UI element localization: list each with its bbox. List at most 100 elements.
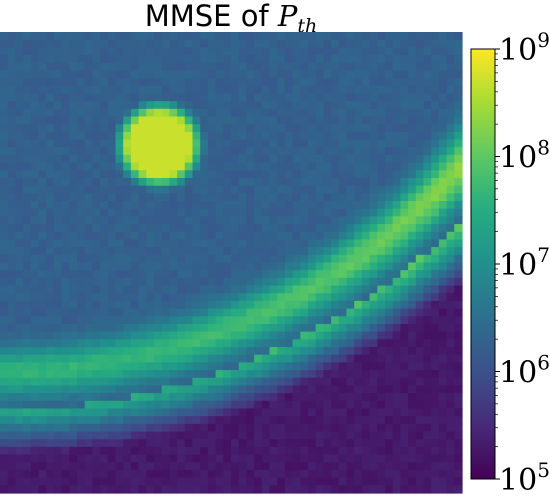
heatmap-cell [284,408,294,417]
heatmap-cell [146,47,155,56]
heatmap-cell [69,362,78,371]
heatmap-cell [107,400,117,410]
heatmap-cell [0,354,9,363]
heatmap-cell [92,331,101,340]
heatmap-cell [7,224,16,233]
heatmap-cell [415,323,425,333]
heatmap-cell [77,55,86,64]
chart-title-symbol: Pth [278,0,317,37]
heatmap-cell [23,385,32,394]
heatmap-cell [254,32,263,41]
heatmap-cell [284,347,294,356]
heatmap-cell [77,469,86,479]
heatmap-cell [438,393,448,402]
heatmap-cell [154,293,163,302]
heatmap-cell [184,32,194,41]
heatmap-cell [292,385,301,394]
heatmap-cell [38,254,47,264]
heatmap-cell [238,377,247,387]
heatmap-cell [431,347,440,356]
heatmap-cell [385,285,394,294]
heatmap-cell [84,439,93,448]
heatmap-cell [400,185,409,194]
heatmap-cell [331,485,340,494]
heatmap-cell [377,39,386,48]
heatmap-cell [284,416,294,425]
heatmap-cell [207,393,217,402]
heatmap-cell [385,224,394,233]
heatmap-cell [392,462,401,471]
heatmap-cell [123,393,132,402]
heatmap-cell [454,347,463,356]
heatmap-cell [408,454,417,463]
heatmap-cell [246,147,255,156]
heatmap-cell [192,101,201,110]
heatmap-cell [300,101,309,110]
heatmap-cell [23,347,32,356]
heatmap-cell [238,32,247,41]
heatmap-cell [323,431,332,440]
heatmap-cell [146,323,155,333]
heatmap-cell [361,431,371,440]
heatmap-cell [454,323,463,333]
heatmap-cell [84,62,93,72]
heatmap-cell [238,485,247,494]
heatmap-cell [46,116,55,125]
heatmap-cell [300,131,309,141]
heatmap-cell [254,47,263,56]
heatmap-cell [323,408,332,417]
heatmap-cell [100,347,109,356]
heatmap-cell [385,323,394,333]
heatmap-cell [107,116,117,125]
heatmap-cell [338,101,348,110]
heatmap-cell [30,423,40,433]
heatmap-cell [169,385,178,394]
heatmap-cell [300,316,309,325]
heatmap-cell [423,377,432,387]
heatmap-cell [323,293,332,302]
heatmap-cell [161,262,170,271]
heatmap-cell [146,177,155,187]
heatmap-cell [200,331,209,340]
heatmap-cell [238,439,247,448]
heatmap-cell [446,285,455,294]
heatmap-cell [192,316,201,325]
heatmap-cell [423,270,432,279]
heatmap-cell [200,93,209,102]
heatmap-cell [69,270,78,279]
heatmap-cell [238,408,247,417]
heatmap-cell [46,370,55,379]
heatmap-cell [215,177,224,187]
heatmap-cell [315,323,324,333]
heatmap-cell [161,224,170,233]
heatmap-cell [292,323,301,333]
heatmap-cell [254,254,263,264]
heatmap-cell [408,469,417,479]
heatmap-cell [154,308,163,317]
heatmap-cell [308,323,317,333]
heatmap-cell [192,139,201,148]
heatmap-cell [192,170,201,179]
heatmap-cell [277,316,286,325]
heatmap-cell [346,208,355,217]
heatmap-cell [184,446,194,456]
heatmap-cell [254,431,263,440]
heatmap-cell [107,431,117,440]
heatmap-cell [377,32,386,41]
heatmap-cell [331,469,340,479]
heatmap-cell [246,85,255,95]
heatmap-cell [231,116,240,125]
heatmap-cell [415,431,425,440]
heatmap-cell [415,408,425,417]
heatmap-cell [77,170,86,179]
heatmap-cell [454,485,463,494]
heatmap-cell [77,393,86,402]
heatmap-cell [261,108,271,118]
heatmap-cell [408,254,417,264]
heatmap-cell [377,170,386,179]
heatmap-cell [454,177,463,187]
heatmap-cell [184,62,194,72]
heatmap-cell [277,262,286,271]
heatmap-cell [200,293,209,302]
heatmap-cell [100,362,109,371]
